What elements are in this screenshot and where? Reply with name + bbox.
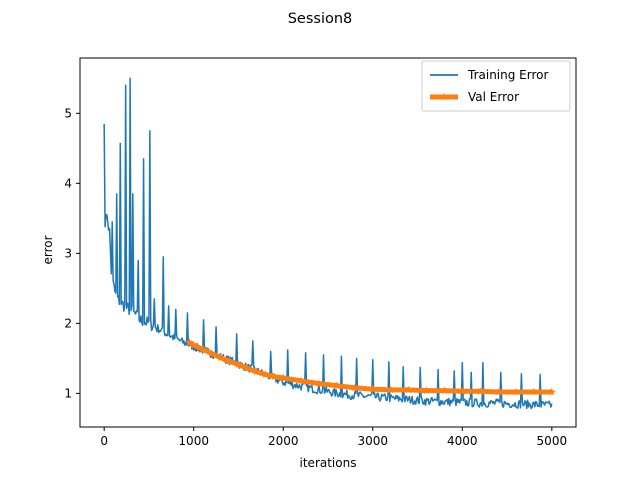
val-error-point (476, 387, 485, 395)
val-error-point (547, 387, 556, 396)
legend-frame (421, 60, 571, 112)
val-error-point (261, 370, 270, 378)
val-error-point (315, 379, 324, 387)
chart-title: Session8 (288, 11, 353, 27)
axes-frame (79, 57, 577, 428)
val-error-point (252, 367, 261, 376)
val-error-point (332, 381, 341, 390)
val-error-point (207, 349, 216, 357)
plot-area (103, 77, 556, 410)
val-error-point (386, 385, 395, 394)
y-tick-label: 2 (64, 316, 72, 330)
val-error-point (198, 345, 207, 353)
val-error-point (270, 372, 279, 380)
val-error-point (297, 376, 306, 385)
val-error-point (243, 363, 252, 372)
y-axis-label: error (41, 235, 55, 264)
legend-label-training-error: Training Error (467, 68, 548, 82)
val-error-point (404, 385, 413, 394)
x-tick-label: 4000 (447, 434, 478, 448)
val-error-point (422, 386, 431, 394)
y-tick-label: 5 (64, 106, 72, 120)
legend-marker-val-error (440, 92, 448, 101)
y-tick-label: 4 (64, 176, 72, 190)
x-tick-label: 3000 (357, 434, 388, 448)
y-tick-label: 3 (64, 246, 72, 260)
legend: Training Error Val Error (421, 60, 571, 112)
val-error-point (368, 384, 377, 393)
val-error-point (185, 338, 194, 346)
x-axis-label: iterations (300, 456, 357, 470)
val-error-point (350, 383, 359, 392)
y-tick-label: 1 (64, 386, 72, 400)
val-error-point (512, 387, 521, 396)
x-tick-label: 5000 (537, 434, 568, 448)
series-training-error-line (103, 77, 553, 410)
val-error-point (529, 387, 538, 396)
val-error-point (216, 353, 225, 362)
val-error-point (279, 373, 288, 382)
val-error-point (234, 360, 243, 369)
val-error-point (494, 387, 503, 396)
axes: 0 1000 2000 3000 4000 5000 1 2 3 4 5 (64, 57, 577, 448)
x-tick-label: 2000 (268, 434, 299, 448)
val-error-point (458, 387, 467, 395)
val-error-point (440, 386, 449, 394)
x-tick-label: 1000 (178, 434, 209, 448)
val-error-point (189, 340, 198, 349)
legend-label-val-error: Val Error (468, 90, 519, 104)
val-error-point (225, 356, 234, 365)
x-tick-label: 0 (100, 434, 108, 448)
